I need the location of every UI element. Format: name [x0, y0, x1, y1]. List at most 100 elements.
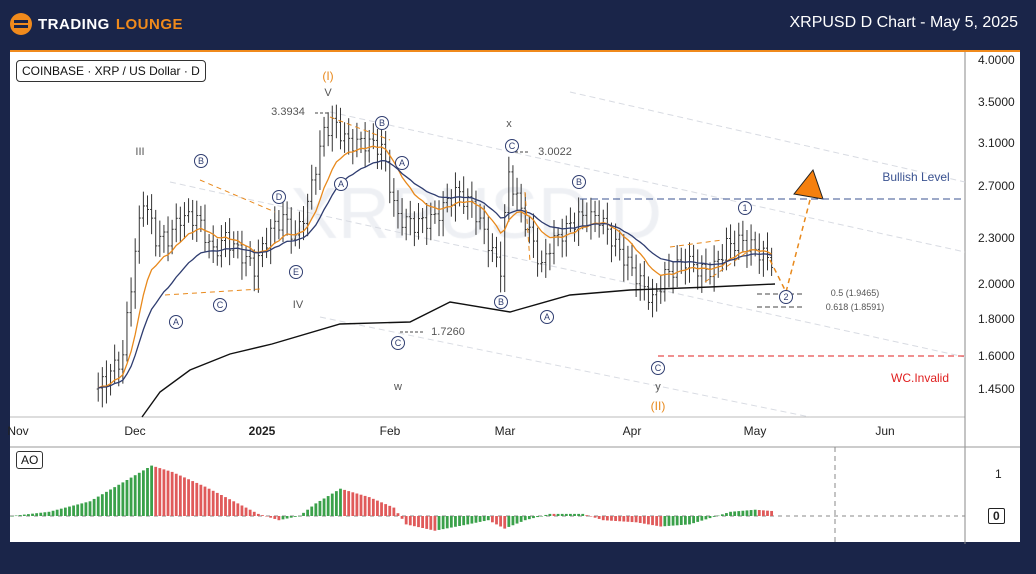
ohlc-bar [113, 344, 117, 384]
ao-bar [618, 516, 622, 522]
ao-bar [191, 481, 195, 516]
ohlc-bar [273, 206, 277, 244]
wave-label: V [324, 87, 332, 99]
ao-bar [380, 502, 383, 516]
ao-bar [133, 475, 137, 516]
ao-bar [749, 510, 753, 516]
ao-bar [470, 516, 474, 524]
ohlc-bar [343, 122, 347, 153]
ohlc-bar [412, 211, 416, 247]
ohlc-bar [441, 191, 445, 237]
ao-histogram [10, 465, 774, 531]
price-tick: 4.0000 [978, 53, 1015, 67]
ao-bar [573, 513, 576, 516]
ao-bar [285, 516, 289, 519]
ao-bar [178, 475, 182, 516]
date-tick: 2025 [248, 424, 276, 438]
ao-bar [642, 516, 646, 524]
ohlc-bar [236, 230, 240, 259]
ao-bar [207, 488, 211, 516]
ao-bar [154, 466, 158, 516]
wave-circle-label: A [540, 310, 554, 324]
ao-bar [634, 516, 638, 523]
ohlc-bar [486, 216, 490, 268]
ao-bar [199, 484, 203, 516]
ohlc-bar [544, 238, 548, 278]
ohlc-bar [626, 245, 630, 281]
ohlc-bar [499, 241, 503, 293]
ohlc-bar [104, 360, 108, 404]
ohlc-bar [166, 216, 170, 262]
ohlc-bar [638, 263, 642, 301]
ao-bar [51, 510, 55, 516]
ao-bar [228, 499, 232, 516]
ohlc-bars [96, 104, 774, 408]
ao-bar [158, 468, 162, 516]
ao-bar [532, 516, 535, 519]
ohlc-bar [704, 248, 708, 283]
ohlc-bar [380, 129, 384, 170]
ohlc-bar [162, 224, 166, 253]
ao-bar [507, 516, 511, 527]
ohlc-bar [224, 222, 228, 258]
ao-bar [371, 498, 375, 516]
date-tick: Dec [124, 424, 146, 438]
logo-text-1: TRADING [38, 15, 110, 33]
ao-bar [113, 487, 117, 516]
ao-bar [495, 516, 498, 525]
ao-bar [232, 501, 236, 516]
ohlc-bar [634, 254, 638, 297]
ohlc-bar [687, 242, 691, 283]
chart-title: XRPUSD D Chart - May 5, 2025 [789, 14, 1018, 31]
ao-bar [203, 486, 207, 516]
price-chart[interactable] [10, 52, 1020, 544]
wave-circle-label: C [213, 298, 227, 312]
ohlc-bar [421, 208, 425, 234]
ohlc-bar [351, 129, 355, 165]
ao-bar [564, 513, 568, 516]
ao-bar [696, 516, 700, 522]
ao-bar [174, 473, 178, 516]
ao-bar [125, 480, 129, 516]
ohlc-bar [211, 225, 215, 264]
ao-bar [445, 516, 449, 529]
ao-bar [610, 516, 613, 521]
symbol-label[interactable]: COINBASE · XRP / US Dollar · D [16, 60, 206, 82]
ao-bar [10, 516, 14, 517]
ao-bar [638, 516, 642, 523]
price-tick: 3.5000 [978, 95, 1015, 109]
ohlc-bar [145, 195, 149, 225]
ohlc-bar [338, 107, 342, 150]
ao-bar [121, 482, 125, 516]
wave-label: III [135, 146, 145, 158]
ao-bar [569, 513, 572, 516]
indicator-label-ao[interactable]: AO [16, 451, 44, 469]
ao-bar [733, 511, 737, 516]
ao-bar [437, 516, 441, 530]
ao-bar [737, 511, 741, 516]
ohlc-bar [297, 211, 301, 249]
ao-bar [688, 516, 691, 525]
ohlc-bar [729, 224, 733, 260]
ohlc-bar [219, 225, 223, 268]
price-tick: 3.1000 [978, 136, 1015, 150]
ao-bar [92, 498, 96, 516]
ao-bar [117, 484, 121, 516]
ao-bar [523, 516, 527, 521]
wave-circle-label: D [272, 190, 286, 204]
ohlc-bar [248, 241, 252, 266]
ao-bar [84, 502, 88, 516]
ao-bar [663, 516, 667, 527]
ohlc-bar [129, 277, 133, 327]
ohlc-bar [667, 253, 671, 288]
logo-icon [10, 13, 32, 35]
price-tick: 2.7000 [978, 179, 1015, 193]
chart-panel[interactable]: COINBASE · XRP / US Dollar · D AO 4.0000… [7, 50, 1020, 544]
price-tick: 2.3000 [978, 231, 1015, 245]
ao-bar [700, 516, 704, 521]
ao-bar [433, 516, 437, 531]
ao-bar [704, 516, 708, 520]
ao-bar [720, 514, 724, 516]
ao-bar [376, 500, 379, 516]
ohlc-bar [642, 260, 646, 301]
